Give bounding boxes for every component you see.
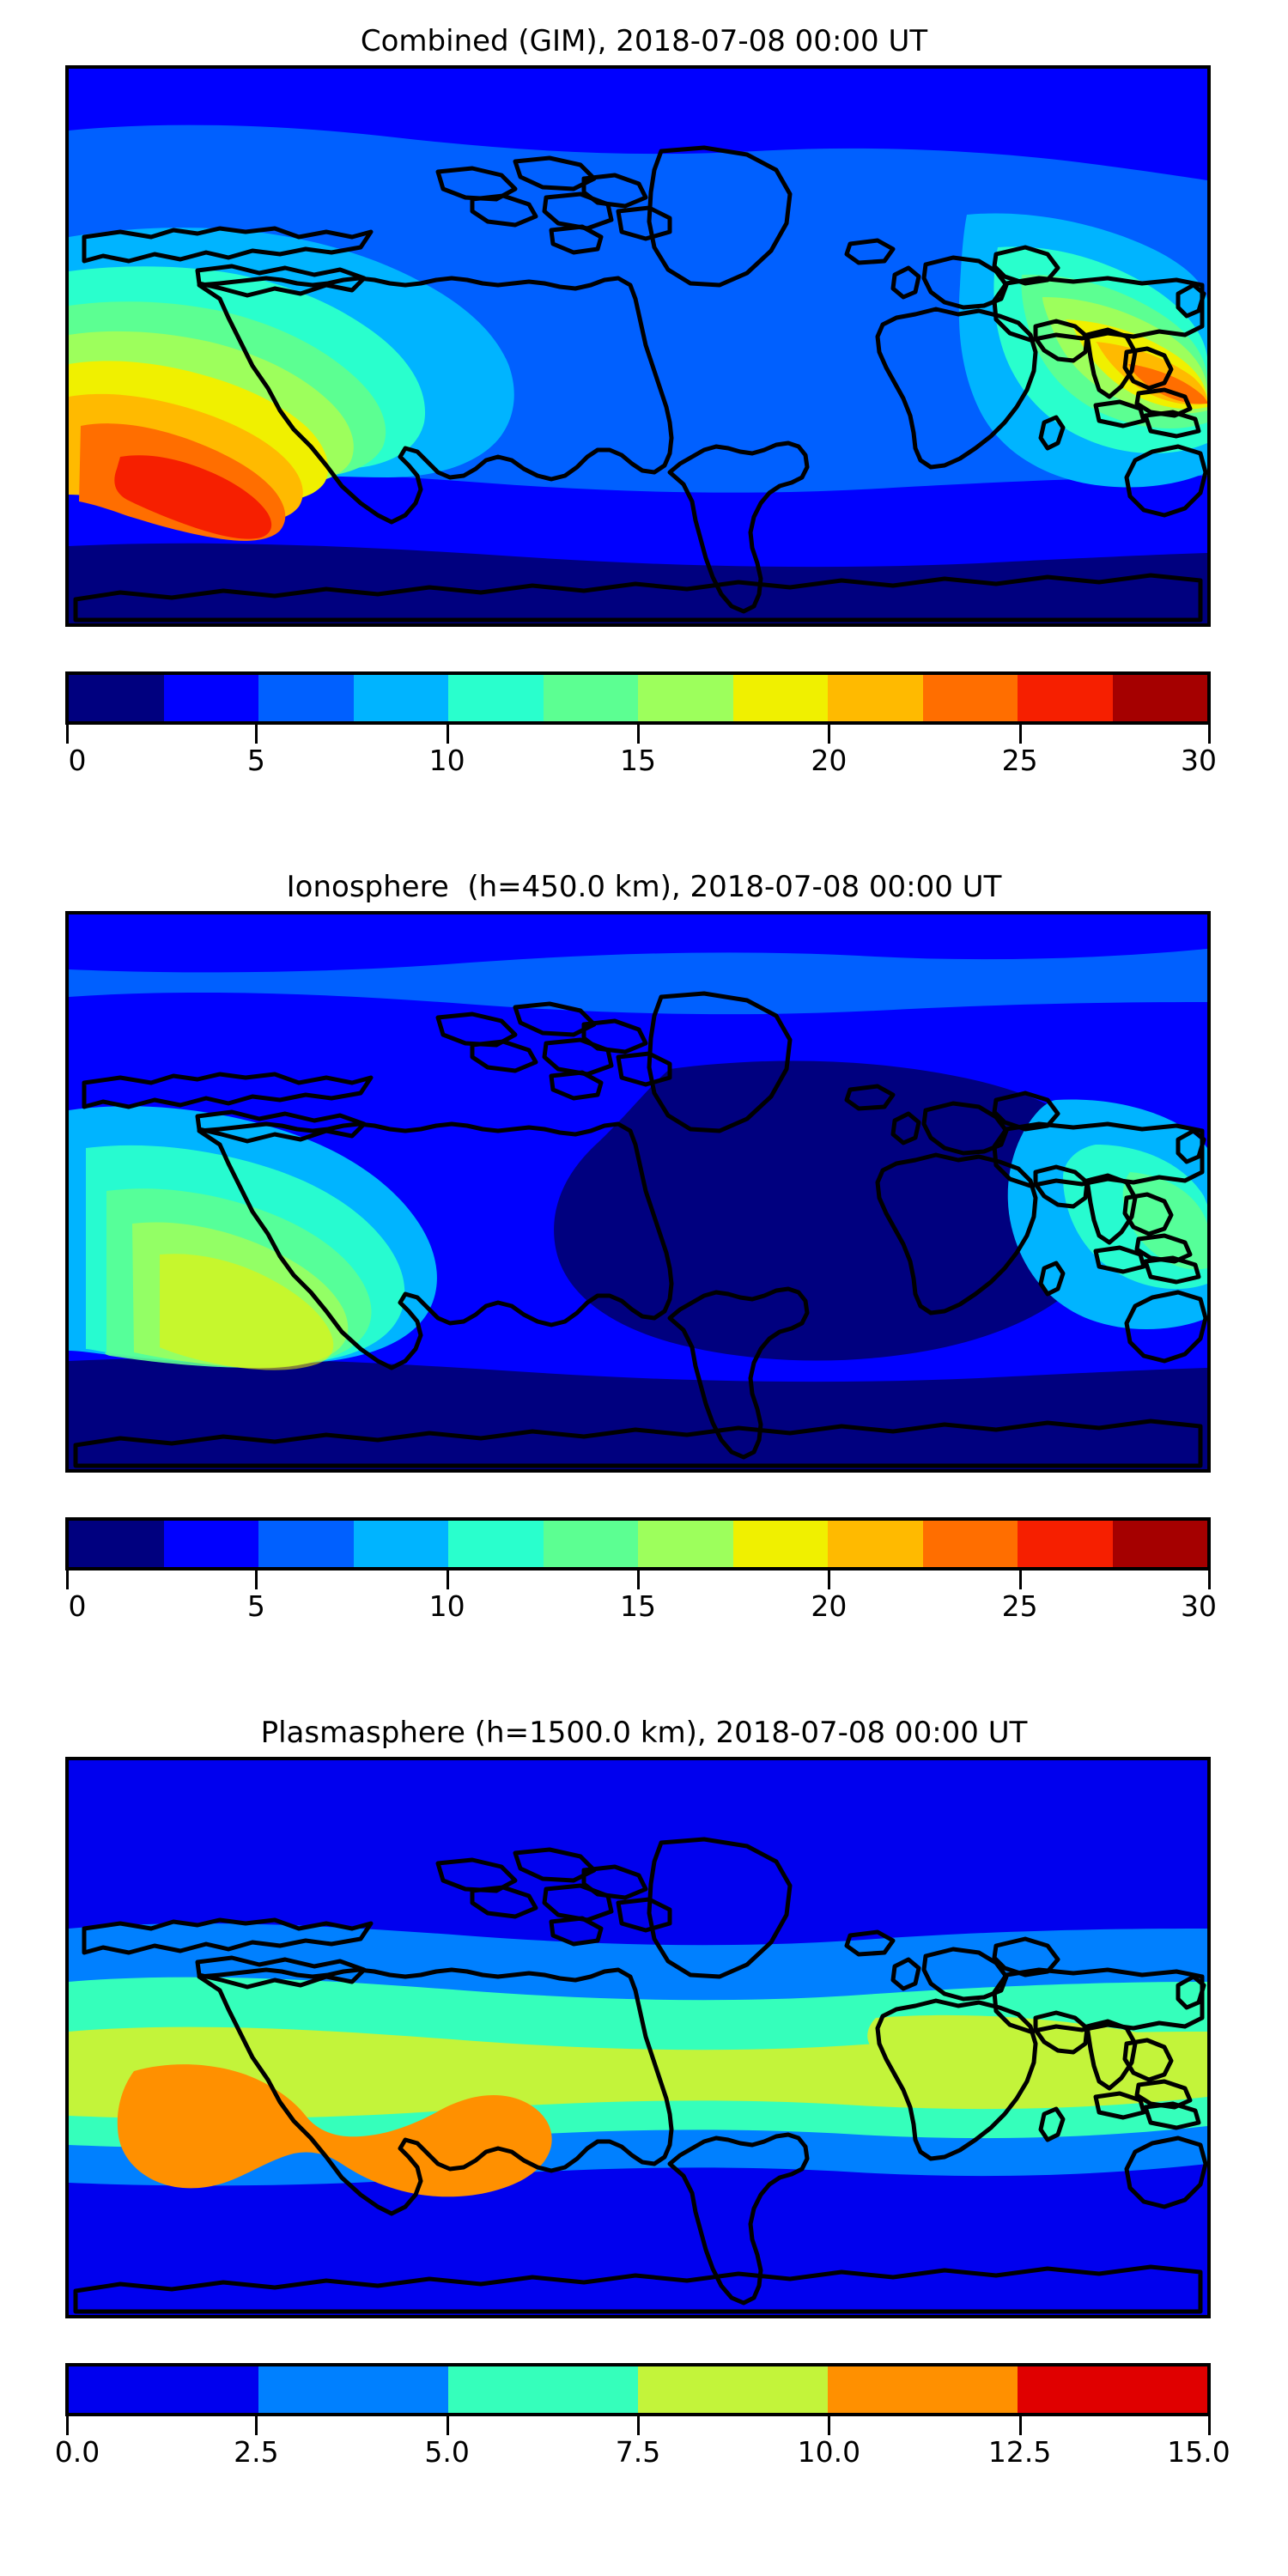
- colorbar-band: [69, 675, 164, 721]
- colorbar-band: [638, 675, 733, 721]
- panel-combined-gim: Combined (GIM), 2018-07-08 00:00 UT: [0, 24, 1288, 777]
- colorbar-axis-ionosphere: 0 5 10 15 20 25 30: [65, 1571, 1217, 1632]
- colorbar-tick: [446, 725, 449, 744]
- colorbar-band: [1018, 2366, 1207, 2413]
- colorbar-tick: [66, 725, 69, 744]
- colorbar-tick: [1018, 1571, 1022, 1589]
- colorbar-gradient-plasmasphere: [65, 2363, 1211, 2416]
- colorbar-tick: [1208, 2416, 1211, 2435]
- colorbar-band: [69, 2366, 258, 2413]
- colorbar-tick-label: 30: [1181, 1589, 1217, 1623]
- contour-map-plasmasphere: [69, 1760, 1207, 2315]
- colorbar-tick: [1018, 2416, 1022, 2435]
- colorbar-band: [448, 675, 544, 721]
- colorbar-tick: [446, 2416, 449, 2435]
- colorbar-band: [638, 2366, 828, 2413]
- colorbar-band: [163, 1521, 258, 1567]
- colorbar-tick: [255, 2416, 258, 2435]
- colorbar-band: [448, 2366, 638, 2413]
- map-frame-combined: [65, 65, 1211, 627]
- contour-map-combined: [69, 69, 1207, 623]
- colorbar-tick-label: 10: [428, 744, 465, 777]
- colorbar-tick: [637, 725, 640, 744]
- colorbar-tick-label: 20: [811, 744, 848, 777]
- map-frame-plasmasphere: [65, 1757, 1211, 2318]
- colorbar-tick-label: 5: [246, 744, 265, 777]
- panel-title-ionosphere: Ionosphere (h=450.0 km), 2018-07-08 00:0…: [286, 870, 1002, 904]
- colorbar-tick-label: 15.0: [1167, 2435, 1230, 2469]
- colorbar-tick-label: 0.0: [54, 2435, 100, 2469]
- colorbar-tick-label: 2.5: [234, 2435, 279, 2469]
- map-frame-ionosphere: [65, 911, 1211, 1473]
- colorbar-gradient-ionosphere: [65, 1517, 1211, 1571]
- colorbar-tick: [828, 1571, 831, 1589]
- contour-map-ionosphere: [69, 914, 1207, 1469]
- colorbar-tick: [828, 2416, 831, 2435]
- colorbar-tick-label: 30: [1181, 744, 1217, 777]
- colorbar-tick-label: 7.5: [615, 2435, 661, 2469]
- colorbar-band: [258, 1521, 354, 1567]
- colorbar-tick: [446, 1571, 449, 1589]
- colorbar-band: [543, 675, 638, 721]
- colorbar-tick: [1208, 725, 1211, 744]
- contour-fills-ionosphere: [69, 914, 1207, 1469]
- colorbar-band: [163, 675, 258, 721]
- colorbar-band: [543, 1521, 638, 1567]
- colorbar-tick-label: 0: [68, 1589, 87, 1623]
- colorbar-band: [638, 1521, 733, 1567]
- colorbar-tick-label: 20: [811, 1589, 848, 1623]
- colorbar-tick-label: 10.0: [797, 2435, 861, 2469]
- colorbar-tick: [828, 725, 831, 744]
- colorbar-band: [922, 675, 1018, 721]
- colorbar-tick-label: 10: [428, 1589, 465, 1623]
- colorbar-axis-plasmasphere: 0.0 2.5 5.0 7.5 10.0 12.5 15.0: [55, 2416, 1230, 2478]
- colorbar-tick-label: 12.5: [987, 2435, 1052, 2469]
- colorbar-band: [1112, 675, 1207, 721]
- colorbar-band: [828, 675, 923, 721]
- panel-title-plasmasphere: Plasmasphere (h=1500.0 km), 2018-07-08 0…: [260, 1716, 1028, 1750]
- colorbar-band: [828, 1521, 923, 1567]
- contour-fills-plasmasphere: [69, 1760, 1207, 2315]
- colorbar-band: [258, 675, 354, 721]
- colorbar-tick-label: 15: [620, 1589, 656, 1623]
- contour-fills-combined: [69, 69, 1207, 623]
- panel-ionosphere: Ionosphere (h=450.0 km), 2018-07-08 00:0…: [0, 870, 1288, 1623]
- colorbar-band: [828, 2366, 1018, 2413]
- colorbar-tick: [637, 1571, 640, 1589]
- colorbar-band: [258, 2366, 448, 2413]
- colorbar-tick-label: 25: [1001, 1589, 1038, 1623]
- colorbar-tick-label: 5: [246, 1589, 265, 1623]
- colorbar-tick: [66, 2416, 69, 2435]
- panel-title-combined: Combined (GIM), 2018-07-08 00:00 UT: [360, 24, 928, 58]
- colorbar-band: [353, 1521, 448, 1567]
- colorbar-tick: [1018, 725, 1022, 744]
- colorbar-tick-label: 15: [620, 744, 656, 777]
- colorbar-tick: [255, 1571, 258, 1589]
- colorbar-tick: [1208, 1571, 1211, 1589]
- colorbar-gradient-combined: [65, 671, 1211, 725]
- colorbar-band: [732, 1521, 828, 1567]
- colorbar-band: [353, 675, 448, 721]
- colorbar-band: [448, 1521, 544, 1567]
- colorbar-band: [69, 1521, 164, 1567]
- colorbar-tick-label: 25: [1001, 744, 1038, 777]
- colorbar-band: [1018, 1521, 1113, 1567]
- colorbar-tick-label: 0: [68, 744, 87, 777]
- colorbar-tick-label: 5.0: [424, 2435, 470, 2469]
- colorbar-tick: [255, 725, 258, 744]
- colorbar-band: [1112, 1521, 1207, 1567]
- panel-plasmasphere: Plasmasphere (h=1500.0 km), 2018-07-08 0…: [0, 1716, 1288, 2469]
- colorbar-tick: [637, 2416, 640, 2435]
- colorbar-band: [922, 1521, 1018, 1567]
- colorbar-band: [1018, 675, 1113, 721]
- colorbar-band: [732, 675, 828, 721]
- colorbar-axis-combined: 0 5 10 15 20 25 30: [65, 725, 1217, 787]
- colorbar-tick: [66, 1571, 69, 1589]
